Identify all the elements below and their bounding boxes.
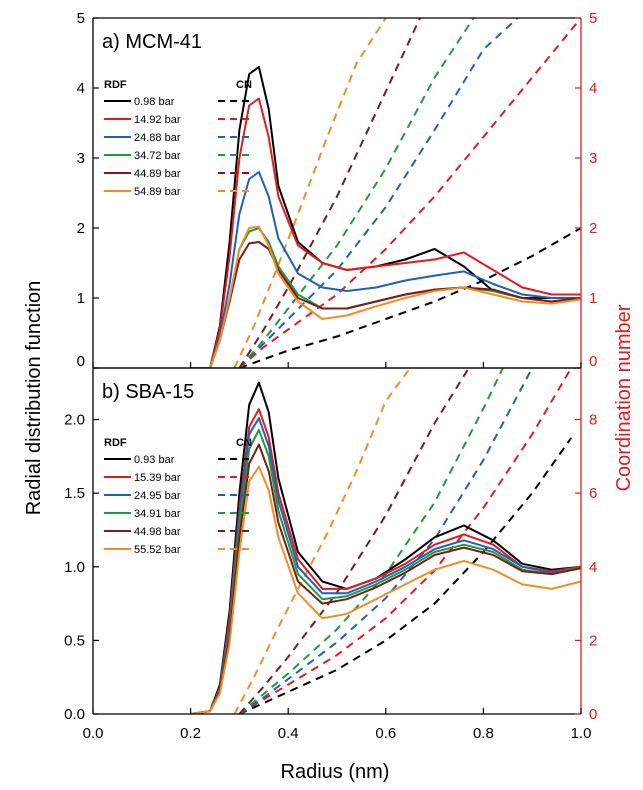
legend-label: 0.93 bar: [134, 454, 175, 466]
legend-label: 55.52 bar: [134, 544, 181, 556]
y-tick-label: 1: [77, 290, 85, 307]
y2-tick-label: 0: [589, 706, 597, 723]
panel-sba15: 0.0 0.5 1.0 1.5 2.0 0 2 4 6 8 0.0 0.2 0.4 0.6 0.8 1.0 b)…: [64, 367, 597, 742]
legend-label: 0.98 bar: [134, 96, 175, 108]
cn-line-5: [233, 18, 387, 368]
legend-label: 24.95 bar: [134, 490, 181, 502]
y-tick-label: 3: [77, 150, 85, 167]
y2-tick-label: 5: [589, 10, 597, 27]
legend-cn-header: CN: [236, 79, 252, 91]
cn-line-1: [238, 368, 573, 714]
cn-line-4: [238, 18, 421, 368]
legend-rdf-header: RDF: [104, 437, 127, 449]
y-tick-label: 2: [77, 220, 85, 237]
legend-label: 44.98 bar: [134, 526, 181, 538]
y2-tick-label: 1: [589, 290, 597, 307]
panel-title: a) MCM-41: [102, 31, 202, 53]
legend-label: 14.92 bar: [134, 114, 181, 126]
y2-tick-label: 4: [589, 559, 597, 576]
legend-label: 44.89 bar: [134, 168, 181, 180]
legend-cn-header: CN: [236, 437, 252, 449]
legend-label: 15.39 bar: [134, 472, 181, 484]
y-tick-label: 1.0: [64, 559, 85, 576]
y-tick-label: 0.5: [64, 632, 85, 649]
x-tick-label: 0.0: [83, 725, 104, 742]
x-tick-label: 0.2: [180, 725, 201, 742]
cn-line-4: [238, 368, 470, 714]
cn-line-0: [238, 437, 573, 714]
x-tick-label: 0.8: [473, 725, 494, 742]
y-tick-label: 1.5: [64, 485, 85, 502]
y-tick-label: 4: [77, 80, 85, 97]
y2-tick-label: 6: [589, 485, 597, 502]
y-axis-title: Radial distribution function: [23, 281, 45, 516]
cn-line-3: [238, 18, 475, 368]
y2-tick-label: 8: [589, 412, 597, 429]
y2-tick-label: 3: [589, 150, 597, 167]
legend-label: 34.72 bar: [134, 150, 181, 162]
cn-line-5: [233, 368, 412, 714]
rdf-line-5: [190, 465, 581, 714]
cn-line-2: [238, 368, 534, 714]
y-tick-label: 0.0: [64, 706, 85, 723]
x-tick-label: 0.4: [278, 725, 299, 742]
y-tick-label: 2.0: [64, 412, 85, 429]
cn-line-0: [239, 227, 581, 368]
rdf-line-0: [190, 66, 581, 368]
y-tick-label: 0: [77, 353, 85, 370]
y2-tick-label: 4: [589, 80, 597, 97]
x-axis-title: Radius (nm): [281, 761, 390, 783]
y2-tick-label: 2: [589, 632, 597, 649]
cn-line-1: [238, 18, 581, 368]
y2-tick-label: 2: [589, 220, 597, 237]
plot-area: [190, 368, 581, 714]
x-tick-label: 1.0: [571, 725, 592, 742]
panels: 0 1 2 3 4 5 0 1 2 3 4 5 a) MCM-41 RDF CN 0.98 bar 14.92 …: [64, 10, 597, 742]
rdf-line-4: [190, 241, 581, 368]
y2-tick-label: 0: [589, 353, 597, 370]
y-tick-label: 5: [77, 10, 85, 27]
rdf-line-1: [190, 97, 581, 368]
plot-area: [190, 18, 581, 368]
y2-axis-title: Coordination number: [613, 304, 635, 491]
legend-rdf-header: RDF: [104, 79, 127, 91]
legend-label: 24.88 bar: [134, 132, 181, 144]
legend-label: 34.91 bar: [134, 508, 181, 520]
panel-mcm41: 0 1 2 3 4 5 0 1 2 3 4 5 a) MCM-41 RDF CN 0.98 bar 14.92 …: [77, 10, 598, 370]
x-tick-label: 0.6: [375, 725, 396, 742]
rdf-line-2: [190, 171, 581, 368]
rdf-line-5: [190, 225, 581, 368]
legend-label: 54.89 bar: [134, 186, 181, 198]
panel-title: b) SBA-15: [102, 381, 194, 403]
